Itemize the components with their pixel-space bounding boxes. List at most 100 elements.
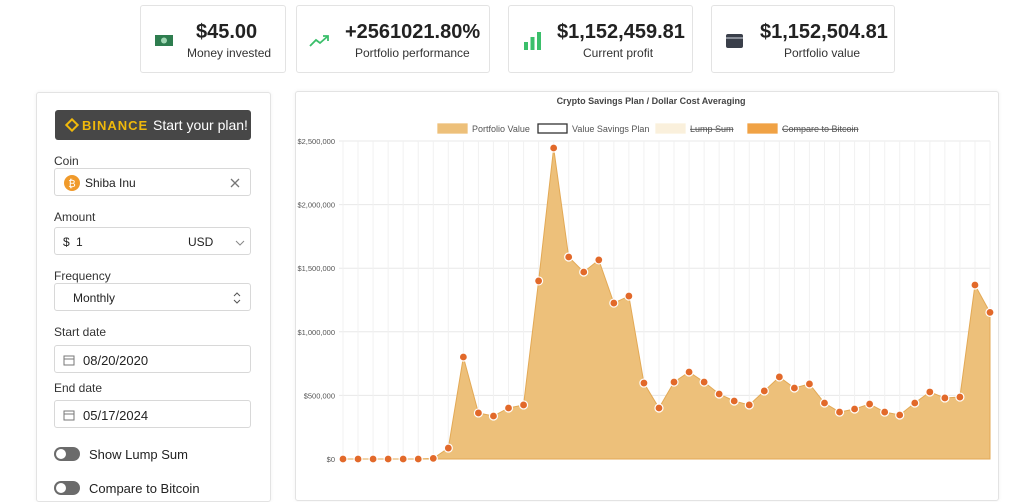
point: [910, 398, 920, 408]
y-tick-label: $1,000,000: [297, 328, 335, 337]
stat-value: $1,152,459.81: [557, 21, 685, 43]
stat-card: $1,152,459.81 Current profit: [508, 5, 693, 73]
point: [458, 352, 468, 362]
toggle[interactable]: [54, 481, 80, 495]
point: [849, 404, 860, 414]
point: [940, 393, 950, 403]
legend-swatch: [537, 123, 568, 134]
point: [579, 267, 589, 277]
point: [970, 280, 980, 290]
stat-label: Current profit: [583, 46, 654, 60]
legend-swatch: [747, 123, 778, 134]
chevron: [235, 240, 245, 246]
brand: BINANCE: [82, 118, 149, 133]
calendar-icon: [63, 355, 75, 366]
point: [865, 399, 875, 409]
frequency-select[interactable]: Monthly: [54, 283, 251, 311]
point: [744, 400, 754, 410]
point: [383, 454, 393, 464]
point: [714, 389, 724, 399]
point: [729, 396, 739, 406]
coin-value: Shiba Inu: [85, 176, 136, 190]
point: [413, 454, 423, 464]
point: [473, 408, 484, 418]
amount-input[interactable]: $ 1 USD: [54, 227, 251, 255]
bars-icon: [524, 32, 541, 50]
point: [774, 372, 784, 382]
end-date[interactable]: 05/17/2024: [54, 400, 251, 428]
calendar-icon: [63, 410, 75, 421]
point: [684, 367, 694, 377]
legend-label: Lump Sum: [690, 124, 734, 134]
point: [789, 383, 799, 393]
point: [985, 307, 995, 318]
area: [343, 147, 991, 460]
coin-icon: ₿: [64, 175, 80, 191]
point: [564, 252, 574, 262]
point: [819, 398, 830, 408]
coin-select[interactable]: ₿ Shiba Inu: [54, 168, 251, 196]
point: [654, 403, 664, 413]
binance-button[interactable]: BINANCE Start your plan!: [55, 110, 251, 140]
point: [895, 410, 905, 420]
toggle-label: Compare to Bitcoin: [89, 481, 200, 496]
y-tick-label: $0: [327, 455, 335, 464]
chart-title: Crypto Savings Plan / Dollar Cost Averag…: [557, 96, 746, 106]
point: [669, 377, 679, 387]
date-value: 08/20/2020: [83, 353, 149, 368]
currency: USD: [188, 235, 214, 249]
point: [925, 387, 935, 397]
stat-value: +2561021.80%: [345, 21, 481, 43]
date-value: 05/17/2024: [83, 408, 149, 423]
legend-label: Portfolio Value: [472, 124, 530, 134]
page: $45.00 Money invested +2561021.80% Portf…: [36, 5, 999, 502]
point: [880, 407, 890, 417]
legend-swatch: [655, 123, 686, 134]
stat-label: Money invested: [187, 46, 272, 60]
stat-value: $1,152,504.81: [760, 21, 888, 43]
start-date[interactable]: 08/20/2020: [54, 345, 251, 373]
field-label: Coin: [54, 154, 79, 168]
wallet-icon: [726, 34, 743, 48]
point: [443, 443, 453, 453]
point: [699, 377, 709, 387]
y-tick-label: $500,000: [304, 391, 335, 400]
point: [488, 411, 499, 421]
point: [804, 379, 815, 389]
point: [338, 454, 348, 464]
stat-card: $1,152,504.81 Portfolio value: [711, 5, 895, 73]
stat-value: $45.00: [196, 21, 258, 43]
field-label: Frequency: [54, 269, 111, 283]
field-label: Start date: [54, 325, 107, 339]
legend-swatch: [437, 123, 468, 134]
form-panel: [36, 92, 271, 502]
trend-icon: [309, 35, 329, 47]
point: [759, 386, 769, 396]
stat-card: +2561021.80% Portfolio performance: [296, 5, 490, 73]
point: [353, 454, 363, 464]
field-label: Amount: [54, 210, 96, 224]
y-tick-label: $2,000,000: [297, 201, 335, 210]
point: [398, 454, 408, 464]
binance-logo: [65, 118, 79, 132]
stat-label: Portfolio value: [784, 46, 861, 60]
toggle-label: Show Lump Sum: [89, 447, 188, 462]
toggle[interactable]: [54, 447, 80, 461]
point: [639, 378, 649, 388]
amount-value: 1: [76, 235, 83, 249]
button-text: Start your plan!: [153, 117, 248, 133]
point: [428, 453, 438, 463]
point: [503, 403, 514, 413]
chart: Crypto Savings Plan / Dollar Cost Averag…: [297, 96, 995, 464]
point: [534, 276, 544, 286]
point: [624, 291, 634, 301]
currency-symbol: $: [63, 235, 70, 249]
money-icon: [155, 35, 173, 46]
point: [834, 407, 845, 417]
point: [518, 400, 529, 410]
clear-icon[interactable]: [230, 178, 240, 188]
point: [955, 392, 965, 402]
legend-label: Value Savings Plan: [572, 124, 649, 134]
y-tick-label: $2,500,000: [297, 137, 335, 146]
point: [549, 143, 559, 153]
